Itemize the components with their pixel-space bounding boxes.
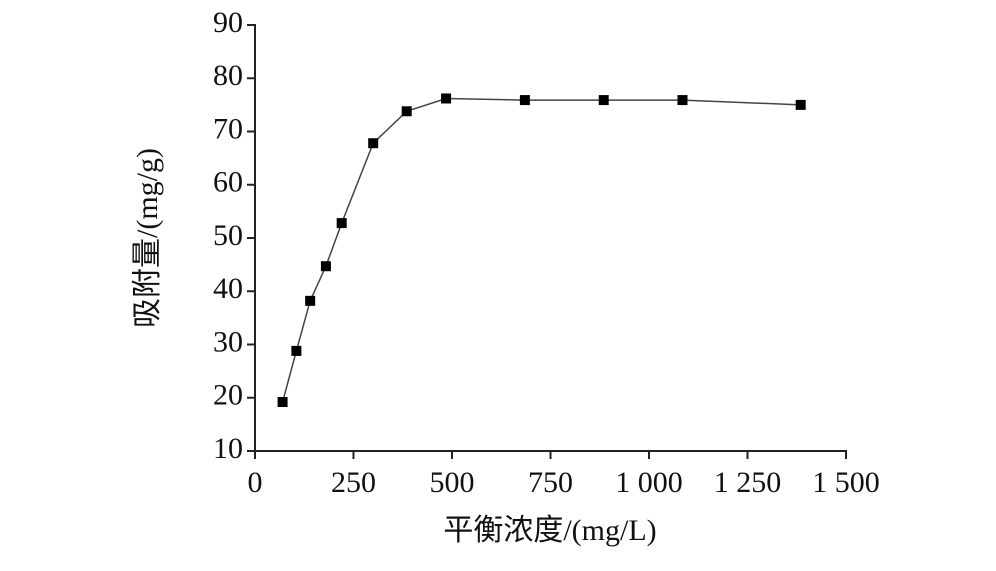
x-tick-label: 1 500 [812,466,880,499]
x-tick-label: 1 250 [714,466,782,499]
y-tick-label: 10 [213,432,243,465]
data-point [598,95,609,106]
x-tick-label: 250 [331,466,376,499]
y-tick-label: 80 [213,59,243,92]
y-tick-label: 40 [213,272,243,305]
x-tick-label: 750 [528,466,573,499]
data-point [795,99,806,110]
x-tick-label: 500 [430,466,475,499]
data-line [281,97,801,403]
data-point [677,95,688,106]
y-tick-label: 90 [213,6,243,39]
data-point [277,397,288,408]
x-axis-label: 平衡浓度/(mg/L) [443,514,656,547]
y-tick-label: 60 [213,166,243,199]
data-point [441,93,452,104]
data-point [401,106,412,117]
y-tick-label: 30 [213,325,243,358]
y-axis-label: 吸附量/(mg/g) [131,148,164,328]
x-tick-label: 1 000 [615,466,683,499]
data-point [291,345,302,356]
data-point [336,218,347,229]
y-tick-label: 70 [213,112,243,145]
x-tick-label: 0 [248,466,263,499]
data-point [368,138,379,149]
y-tick-label: 20 [213,379,243,412]
y-tick-label: 50 [213,219,243,252]
data-point [305,295,316,306]
data-point [519,95,530,106]
data-point [320,261,331,272]
